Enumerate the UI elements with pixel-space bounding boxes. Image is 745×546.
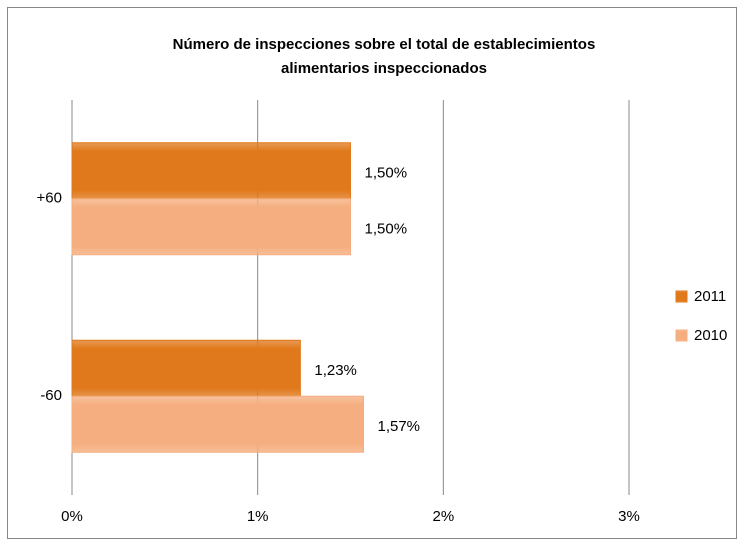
bar bbox=[71, 395, 364, 453]
legend-label: 2011 bbox=[694, 288, 726, 305]
value-label: 1,50% bbox=[365, 165, 408, 182]
y-tick-label: +60 bbox=[37, 190, 62, 207]
value-label: 1,50% bbox=[365, 221, 408, 238]
x-tick-label: 3% bbox=[618, 508, 640, 525]
chart-title: alimentarios inspeccionados bbox=[281, 60, 487, 77]
x-tick-label: 1% bbox=[247, 508, 269, 525]
value-label: 1,57% bbox=[377, 418, 420, 435]
legend-swatch bbox=[675, 290, 688, 303]
chart-title: Número de inspecciones sobre el total de… bbox=[173, 36, 596, 53]
chart-border bbox=[7, 7, 737, 539]
y-tick-label: -60 bbox=[40, 387, 62, 404]
bar bbox=[71, 339, 301, 397]
bar bbox=[71, 198, 351, 256]
bar bbox=[71, 142, 351, 200]
x-tick-label: 2% bbox=[432, 508, 454, 525]
legend-swatch bbox=[675, 329, 688, 342]
value-label: 1,23% bbox=[314, 362, 357, 379]
x-tick-label: 0% bbox=[61, 508, 83, 525]
legend-label: 2010 bbox=[694, 327, 727, 344]
